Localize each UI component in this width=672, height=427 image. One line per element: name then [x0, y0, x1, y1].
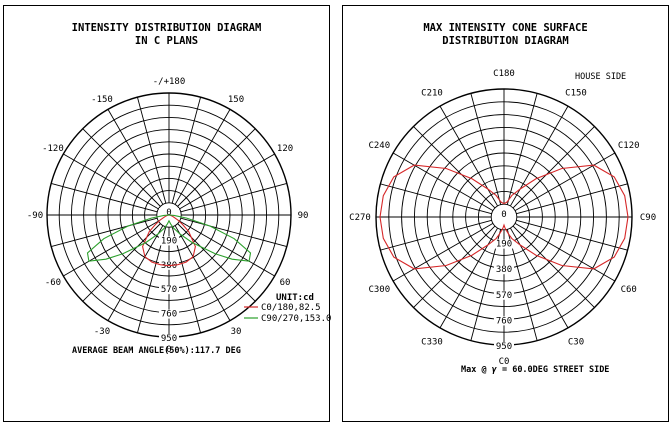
radial-tick-label: 380 — [496, 265, 512, 275]
gamma-symbol: γ — [491, 365, 497, 375]
angle-label: -30 — [94, 327, 110, 337]
right-chart-panel: MAX INTENSITY CONE SURFACE DISTRIBUTION … — [342, 5, 669, 422]
angle-label: 60 — [280, 278, 291, 288]
tick-label-bg — [494, 316, 514, 326]
max-prefix: Max @ — [461, 365, 492, 375]
angle-label: -120 — [42, 144, 64, 154]
angle-label: C210 — [421, 88, 443, 98]
left-title-line1: INTENSITY DISTRIBUTION DIAGRAM — [71, 22, 262, 34]
grid-spoke — [413, 225, 496, 308]
angle-label: C150 — [565, 88, 587, 98]
tick-label-bg — [159, 236, 179, 246]
grid-spoke — [506, 93, 538, 205]
series-curve — [379, 164, 629, 270]
right-title-line1: MAX INTENSITY CONE SURFACE — [423, 22, 588, 34]
tick-label-bg — [494, 210, 514, 219]
grid-spoke — [392, 223, 494, 282]
radial-tick-label: 190 — [161, 236, 177, 246]
legend-entry: C0/180,82.5 — [261, 303, 321, 313]
radial-tick-label: 0 — [501, 210, 506, 220]
series-curve — [142, 214, 196, 267]
grid-spoke — [180, 182, 287, 213]
radial-tick-label: 760 — [161, 310, 177, 320]
grid-spoke — [413, 126, 496, 209]
angle-label: -60 — [45, 278, 61, 288]
max-suffix: = 60.0DEG STREET SIDE — [496, 365, 610, 375]
angle-label: C300 — [368, 285, 390, 295]
grid-spoke — [516, 183, 628, 215]
angle-label: -90 — [27, 211, 43, 221]
grid-spoke — [63, 220, 159, 277]
right-title-line2: DISTRIBUTION DIAGRAM — [442, 35, 569, 47]
angle-label: C120 — [618, 141, 640, 151]
series-curve — [86, 214, 252, 262]
tick-label-bg — [494, 239, 514, 249]
angle-label: 150 — [228, 95, 244, 105]
radial-tick-label: 950 — [496, 342, 512, 352]
grid-spoke — [63, 153, 159, 210]
grid-spoke — [470, 93, 502, 205]
angle-label: C60 — [621, 285, 637, 295]
grid-spoke — [516, 219, 628, 251]
tick-label-bg — [494, 290, 514, 300]
tick-label-bg — [159, 334, 179, 343]
grid-spoke — [179, 220, 275, 277]
radial-tick-label: 0 — [166, 208, 171, 218]
radial-tick-label: 190 — [496, 240, 512, 250]
tick-label-bg — [159, 309, 179, 319]
grid-spoke — [380, 219, 492, 251]
cone-surface-polar-chart: C180 C150 C120 C90 C60 C30 C0 C330 C300 C270 C240 C… — [349, 69, 656, 367]
grid-spoke — [177, 128, 256, 207]
angle-label: C180 — [493, 69, 515, 79]
grid-spoke — [136, 97, 167, 204]
angle-label: 120 — [277, 144, 293, 154]
angle-label: C0 — [499, 357, 510, 367]
intensity-polar-chart: -/+180 150 120 90 60 30 0 -30 -60 -90 -120 -150 0 190… — [27, 77, 332, 355]
angle-label: -/+180 — [153, 77, 186, 87]
left-title-line2: IN C PLANS — [134, 35, 199, 47]
unit-label: UNIT:cd — [276, 293, 314, 303]
angle-label: C240 — [368, 141, 390, 151]
grid-spoke — [392, 152, 494, 211]
tick-label-bg — [494, 265, 514, 275]
angle-label: 0 — [166, 345, 171, 355]
tick-label-bg — [159, 208, 179, 217]
tick-label-bg — [494, 342, 514, 351]
angle-label: 30 — [231, 327, 242, 337]
grid-spoke — [107, 225, 164, 321]
angle-label: C90 — [640, 213, 656, 223]
angle-label: C30 — [568, 338, 584, 348]
grid-spoke — [82, 128, 161, 207]
grid-spoke — [171, 97, 202, 204]
angle-label: -150 — [91, 95, 113, 105]
radial-tick-label: 760 — [496, 316, 512, 326]
angle-label: C330 — [421, 338, 443, 348]
angle-label: C270 — [349, 213, 371, 223]
radial-tick-label: 950 — [161, 334, 177, 344]
legend-entry: C90/270,153.0 — [261, 314, 331, 324]
grid-spoke — [380, 183, 492, 215]
max-intensity-footer: Max @ γ = 60.0DEG STREET SIDE — [461, 365, 609, 375]
grid-spoke — [180, 217, 287, 248]
house-side-label: HOUSE SIDE — [575, 72, 627, 82]
left-chart-panel: INTENSITY DISTRIBUTION DIAGRAM IN C PLAN… — [3, 5, 332, 422]
average-beam-angle: AVERAGE BEAM ANGLE(50%):117.7 DEG — [72, 346, 241, 356]
grid-spoke — [512, 225, 595, 308]
grid-spoke — [107, 109, 164, 205]
grid-spoke — [514, 223, 616, 282]
tick-label-bg — [159, 285, 179, 295]
radial-tick-label: 570 — [161, 285, 177, 295]
grid-spoke — [179, 153, 275, 210]
angle-label: 90 — [298, 211, 309, 221]
radial-tick-label: 570 — [496, 291, 512, 301]
grid-spoke — [174, 225, 231, 321]
grid-spoke — [514, 152, 616, 211]
grid-spoke — [512, 126, 595, 209]
grid-spoke — [51, 182, 158, 213]
grid-spoke — [51, 217, 158, 248]
grid-spoke — [174, 109, 231, 205]
